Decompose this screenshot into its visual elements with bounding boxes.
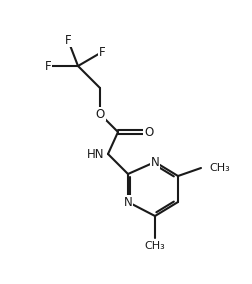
Text: CH₃: CH₃ [208, 163, 229, 173]
Text: N: N [150, 156, 159, 168]
Text: O: O [144, 126, 153, 139]
Text: F: F [98, 45, 105, 59]
Text: O: O [95, 108, 104, 120]
Text: F: F [65, 34, 71, 47]
Text: HN: HN [86, 147, 104, 160]
Text: F: F [45, 60, 51, 72]
Text: CH₃: CH₃ [144, 241, 165, 251]
Text: N: N [123, 195, 132, 208]
